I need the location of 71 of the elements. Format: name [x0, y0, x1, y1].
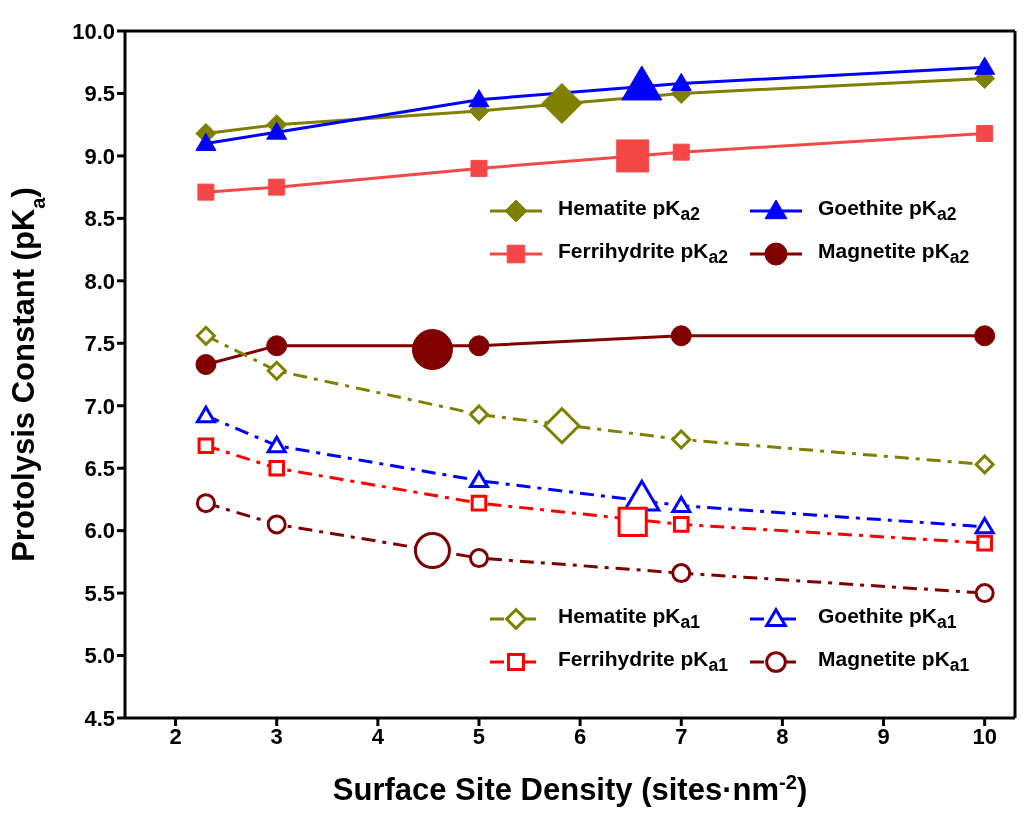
x-tick-label: 9 — [877, 723, 890, 749]
point — [974, 325, 996, 347]
legend-label: Hematite pK$_{a1}$ — [558, 604, 700, 634]
point — [672, 516, 690, 533]
y-tick-label: 5.0 — [84, 643, 115, 669]
point — [266, 121, 288, 140]
y-tick-label: 4.5 — [84, 705, 115, 731]
x-tick-label: 4 — [371, 723, 385, 749]
point — [468, 335, 490, 357]
point — [413, 532, 451, 570]
point — [195, 354, 217, 375]
point — [976, 124, 994, 142]
legend-label: Hematite pK$_{a2}$ — [558, 196, 700, 226]
point — [670, 72, 692, 91]
x-tick-label: 10 — [972, 723, 997, 749]
point — [197, 437, 215, 454]
y-tick-label: 7.0 — [84, 393, 115, 419]
point — [671, 563, 692, 584]
y-tick-label: 6.5 — [84, 455, 115, 481]
y-tick-label: 8.5 — [84, 206, 115, 232]
y-tick-label: 10.0 — [72, 18, 115, 44]
point — [671, 495, 692, 514]
y-tick-label: 8.0 — [84, 268, 115, 294]
x-tick-label: 2 — [169, 723, 182, 749]
legend-label: Ferrihydrite pK$_{a1}$ — [558, 647, 728, 677]
point — [470, 494, 488, 512]
x-axis-title: Surface Site Density (sites·nm$^{-2}$) — [332, 771, 808, 807]
point — [670, 325, 692, 347]
legend-label: Goethite pK$_{a2}$ — [818, 196, 957, 226]
point — [672, 143, 690, 161]
point — [266, 514, 287, 535]
x-tick-label: 7 — [675, 723, 688, 749]
point — [974, 516, 995, 535]
legend-label: Magnetite pK$_{a2}$ — [818, 239, 970, 269]
point — [195, 325, 216, 346]
legend-label: Ferrihydrite pK$_{a2}$ — [558, 239, 728, 269]
point — [268, 459, 285, 477]
y-tick-label: 5.5 — [84, 580, 115, 606]
x-tick-label: 5 — [472, 723, 486, 749]
x-tick-label: 8 — [776, 723, 789, 749]
point — [974, 454, 995, 475]
x-tick-label: 6 — [573, 723, 587, 749]
y-tick-label: 7.5 — [84, 331, 115, 357]
point — [195, 132, 217, 151]
y-tick-label: 9.5 — [84, 81, 115, 107]
point — [266, 360, 287, 381]
point — [468, 404, 489, 425]
point — [671, 429, 692, 450]
point — [974, 583, 995, 604]
point — [617, 506, 648, 537]
point — [195, 405, 216, 424]
point — [974, 56, 996, 75]
point — [197, 183, 215, 201]
point — [468, 470, 489, 489]
point — [468, 548, 489, 569]
point — [616, 139, 650, 173]
x-tick-label: 3 — [270, 723, 283, 749]
legend-label: Goethite pK$_{a1}$ — [818, 604, 957, 634]
point — [541, 82, 583, 124]
point — [543, 407, 581, 445]
point — [470, 159, 488, 177]
point — [468, 89, 490, 108]
y-tick-label: 6.0 — [84, 518, 115, 544]
legend-label: Magnetite pK$_{a1}$ — [818, 647, 970, 677]
point — [266, 435, 287, 454]
point — [195, 493, 216, 514]
point — [266, 335, 288, 357]
point — [411, 329, 453, 370]
point — [976, 534, 993, 552]
point — [268, 178, 286, 196]
y-tick-label: 9.0 — [84, 143, 115, 169]
